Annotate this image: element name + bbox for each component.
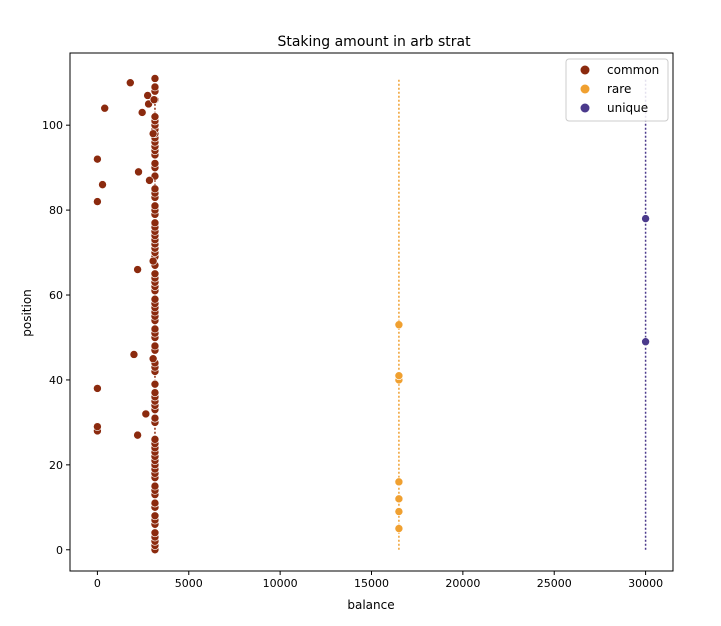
data-point-common-59 — [150, 218, 160, 228]
data-point-common-82 — [150, 74, 160, 83]
x-tick-label: 30000 — [628, 577, 663, 590]
data-point-rare-1 — [394, 507, 404, 516]
data-point-common-90 — [126, 78, 135, 88]
data-point-common-30 — [150, 379, 160, 389]
data-point-common-68 — [150, 159, 160, 168]
x-tick-label: 10000 — [263, 577, 298, 590]
data-point-common-95 — [137, 108, 147, 117]
data-point-rare-3 — [394, 477, 404, 487]
y-tick-label: 100 — [42, 119, 63, 132]
x-tick-label: 5000 — [175, 577, 203, 590]
data-point-common-7 — [150, 511, 160, 521]
data-point-common-101 — [148, 256, 158, 266]
data-point-unique-1 — [641, 214, 650, 223]
plot-area-frame — [69, 52, 674, 572]
series-common — [93, 74, 160, 555]
data-point-common-12 — [150, 481, 160, 491]
y-axis-label: position — [20, 289, 34, 337]
y-tick-label: 40 — [49, 374, 63, 387]
x-tick-label: 0 — [94, 577, 101, 590]
data-point-common-93 — [133, 265, 142, 274]
data-point-rare-0 — [394, 524, 404, 533]
data-point-common-92 — [133, 430, 142, 440]
y-tick-label: 60 — [49, 289, 63, 302]
series-rare — [394, 78, 404, 550]
data-point-common-86 — [93, 197, 102, 206]
data-point-common-103 — [148, 129, 158, 138]
series-unique — [641, 78, 650, 550]
data-point-common-62 — [150, 201, 160, 211]
legend: common rare unique — [565, 58, 669, 122]
data-point-common-99 — [145, 176, 154, 185]
legend-label-rare: rare — [607, 82, 631, 96]
y-axis: 0 20 40 60 80 100 — [42, 119, 70, 557]
data-point-common-9 — [150, 498, 160, 508]
data-point-common-91 — [129, 350, 139, 359]
data-point-rare-2 — [394, 494, 404, 504]
chart-title: Staking amount in arb strat — [277, 34, 471, 50]
data-point-rare-6 — [394, 320, 404, 330]
legend-box — [565, 58, 669, 122]
legend-label-common: common — [607, 63, 659, 77]
data-point-common-87 — [93, 154, 102, 164]
data-point-common-89 — [100, 103, 110, 113]
y-tick-label: 20 — [49, 459, 63, 472]
data-point-common-81 — [150, 82, 160, 92]
data-point-common-44 — [150, 294, 160, 304]
legend-label-unique: unique — [607, 101, 648, 115]
data-point-common-94 — [134, 167, 143, 177]
data-point-common-49 — [150, 269, 160, 279]
x-axis-label: balance — [347, 598, 394, 612]
legend-marker-common — [580, 65, 590, 75]
legend-marker-rare — [580, 84, 590, 94]
data-point-rare-5 — [394, 371, 404, 380]
data-layer — [93, 74, 650, 555]
data-point-common-22 — [150, 435, 160, 444]
y-tick-label: 80 — [49, 204, 63, 217]
data-point-common-4 — [150, 528, 160, 538]
data-point-common-96 — [141, 409, 151, 419]
data-point-common-100 — [148, 354, 158, 364]
y-tick-label: 0 — [56, 544, 63, 557]
data-point-common-102 — [149, 95, 159, 105]
data-point-common-78 — [150, 112, 160, 121]
data-point-common-35 — [150, 341, 160, 351]
data-point-unique-0 — [641, 337, 650, 347]
legend-marker-unique — [580, 103, 590, 113]
x-tick-label: 25000 — [537, 577, 572, 590]
x-tick-label: 15000 — [354, 577, 389, 590]
data-point-common-24 — [150, 413, 160, 423]
data-point-common-38 — [150, 324, 160, 334]
data-point-common-84 — [93, 422, 102, 431]
data-point-common-65 — [150, 184, 160, 194]
data-point-common-29 — [150, 388, 160, 397]
data-point-common-85 — [93, 384, 102, 393]
data-point-common-97 — [143, 91, 152, 100]
data-point-common-88 — [98, 180, 107, 189]
x-axis: 0 5000 10000 15000 20000 25000 30000 — [94, 571, 663, 590]
x-tick-label: 20000 — [445, 577, 480, 590]
